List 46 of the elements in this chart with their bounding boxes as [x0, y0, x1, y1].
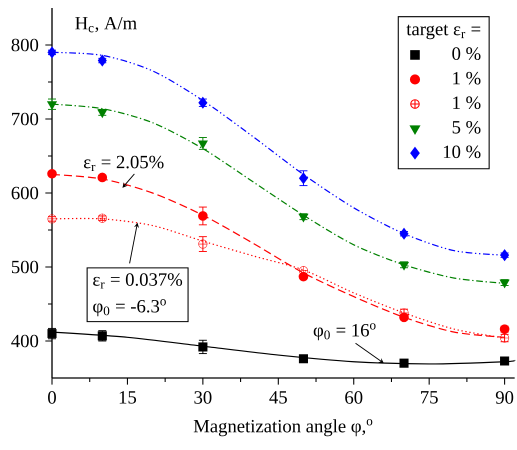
point [98, 214, 107, 223]
legend-title: target ε$_{r}$ = [406, 24, 480, 40]
y-tick-label: 500 [12, 260, 38, 274]
y-tick-label: 800 [12, 38, 38, 52]
point [400, 228, 408, 240]
x-tick-label: 15 [120, 391, 136, 404]
x-tick-label: 60 [345, 391, 362, 404]
point [500, 356, 510, 366]
point [298, 214, 308, 222]
x-tick-label: 30 [194, 391, 212, 404]
point [500, 249, 510, 262]
point [97, 172, 108, 182]
legend-label: 5 % [452, 120, 480, 134]
point [198, 140, 208, 150]
point [48, 46, 56, 58]
point [198, 342, 208, 352]
annotation: φ$_{0}$ = -6.3$^{o}$ [93, 299, 166, 316]
point [198, 211, 208, 221]
x-tick-label: 45 [269, 391, 287, 404]
y-tick-label: 700 [12, 112, 38, 126]
annotation: φ$_{0}$ = 16$^{o}$ [314, 323, 376, 340]
y-tick-label: 600 [12, 186, 38, 200]
point [97, 109, 108, 118]
x-tick-label: 75 [421, 391, 438, 404]
annotation: ε$_{r}$ = 2.05% [84, 156, 164, 172]
x-axis-title: Magnetization angle φ,$^{o}$ [194, 419, 372, 436]
y-axis-title: H$_{c}$, A/m [75, 16, 137, 32]
point [198, 96, 208, 109]
point [198, 240, 208, 249]
point [47, 329, 57, 338]
point [47, 168, 57, 179]
annotation: ε$_{r}$ = 0.037% [93, 273, 182, 289]
legend-label: 1 % [453, 72, 480, 85]
point [47, 101, 57, 110]
point [298, 354, 308, 364]
legend-label: 10 % [444, 146, 480, 158]
x-tick-label: 0 [48, 391, 56, 404]
legend-label: 0 % [452, 47, 480, 60]
point [298, 172, 308, 184]
y-tick-label: 400 [11, 334, 38, 348]
point [98, 54, 107, 66]
legend-label: 1 % [453, 96, 480, 110]
x-tick-label: 90 [496, 391, 514, 404]
point [399, 358, 409, 368]
point [47, 214, 57, 224]
point [399, 262, 409, 270]
